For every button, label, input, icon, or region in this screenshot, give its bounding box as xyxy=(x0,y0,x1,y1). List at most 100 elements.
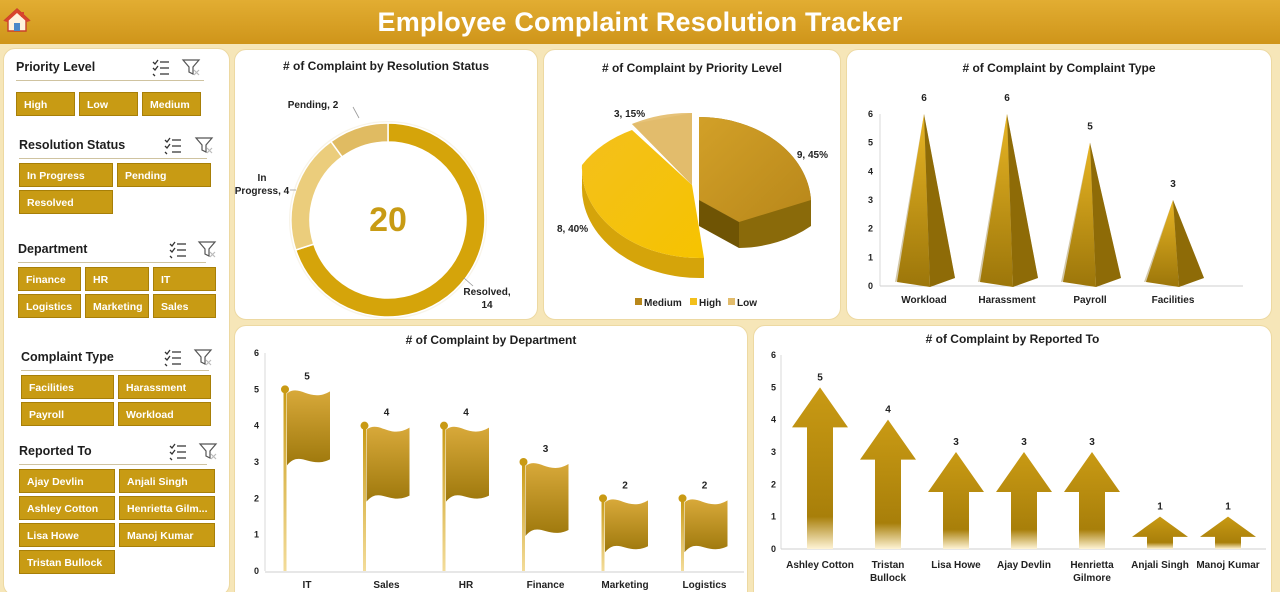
slicer-item-it[interactable]: IT xyxy=(153,267,216,291)
y-tick-label: 6 xyxy=(254,348,259,358)
priority-level-panel: # of Complaint by Priority Level 9, 45% … xyxy=(543,49,841,320)
multi-select-icon[interactable] xyxy=(169,240,187,259)
data-label-in-progress-line2: Progress, 4 xyxy=(235,186,290,197)
data-label: 1 xyxy=(1157,502,1163,513)
flag-finance xyxy=(519,458,569,571)
slicer-item-ashley-cotton[interactable]: Ashley Cotton xyxy=(19,496,115,520)
legend: Medium High Low xyxy=(635,298,757,309)
clear-filter-icon[interactable] xyxy=(194,136,214,154)
data-label: 4 xyxy=(463,408,469,419)
slicer-item-resolved[interactable]: Resolved xyxy=(19,190,113,214)
multi-select-icon[interactable] xyxy=(164,136,182,155)
resolution-status-panel: # of Complaint by Resolution Status 20 P… xyxy=(234,49,538,320)
x-tick-label: Gilmore xyxy=(1073,573,1111,584)
chart-title: # of Complaint by Reported To xyxy=(925,332,1100,346)
y-tick-label: 4 xyxy=(771,415,776,425)
y-tick-label: 0 xyxy=(254,566,259,576)
data-label: 3 xyxy=(1089,437,1095,448)
x-tick-label: Lisa Howe xyxy=(931,560,981,571)
flag-logistics xyxy=(678,494,728,571)
legend-low: Low xyxy=(737,298,757,309)
clear-filter-icon[interactable] xyxy=(181,58,201,76)
slicer-title: Complaint Type xyxy=(21,350,114,364)
slicer-item-lisa-howe[interactable]: Lisa Howe xyxy=(19,523,115,547)
slicer-item-hr[interactable]: HR xyxy=(85,267,149,291)
slicer-item-harassment[interactable]: Harassment xyxy=(118,375,211,399)
y-tick-label: 6 xyxy=(868,109,873,119)
page-title: Employee Complaint Resolution Tracker xyxy=(377,6,903,37)
x-tick-label: Tristan xyxy=(872,560,905,571)
multi-select-icon[interactable] xyxy=(152,58,170,77)
arrow-ashley-cotton xyxy=(792,387,848,549)
department-panel: # of Complaint by Department 0 1 2 3 4 5 6 5 IT 4… xyxy=(234,325,748,592)
slicer-header: Resolution Status xyxy=(19,135,214,159)
department-flag-chart: 0 1 2 3 4 5 6 5 IT 4 Sales 4 HR 3 Finance 2 Marketing 2 Lo… xyxy=(254,348,744,591)
pyramid-payroll xyxy=(1061,142,1121,287)
x-tick-label: Harassment xyxy=(978,295,1036,306)
legend-high: High xyxy=(699,298,721,309)
chart-title: # of Complaint by Department xyxy=(405,333,577,347)
slicer-item-sales[interactable]: Sales xyxy=(153,294,216,318)
multi-select-icon[interactable] xyxy=(169,442,187,461)
slicer-header: Reported To xyxy=(19,441,218,465)
y-tick-label: 5 xyxy=(771,382,776,392)
y-tick-label: 5 xyxy=(254,384,259,394)
flag-sales xyxy=(360,421,410,571)
slicer-item-facilities[interactable]: Facilities xyxy=(21,375,114,399)
x-tick-label: Marketing xyxy=(601,580,648,591)
clear-filter-icon[interactable] xyxy=(193,348,213,366)
flag-it xyxy=(281,385,330,571)
slicer-item-pending[interactable]: Pending xyxy=(117,163,211,187)
data-label: 1 xyxy=(1225,502,1231,513)
slicer-item-logistics[interactable]: Logistics xyxy=(18,294,81,318)
x-tick-label: Ajay Devlin xyxy=(997,560,1051,571)
slicer-item-marketing[interactable]: Marketing xyxy=(85,294,149,318)
data-label-resolved-line2: 14 xyxy=(481,300,493,311)
data-label: 2 xyxy=(702,480,708,491)
data-label: 5 xyxy=(1087,122,1093,133)
legend-medium: Medium xyxy=(644,298,682,309)
arrow-manoj-kumar xyxy=(1200,516,1256,549)
slicer-item-in-progress[interactable]: In Progress xyxy=(19,163,113,187)
data-label-high: 8, 40% xyxy=(557,224,588,235)
y-tick-label: 4 xyxy=(868,166,873,176)
arrow-lisa-howe xyxy=(928,452,984,549)
slicer-item-low[interactable]: Low xyxy=(79,92,138,116)
clear-filter-icon[interactable] xyxy=(198,442,218,460)
data-label: 3 xyxy=(953,437,959,448)
data-label: 4 xyxy=(384,408,390,419)
y-tick-label: 0 xyxy=(771,544,776,554)
filter-sidebar: Priority Level High Low Medium Resolutio… xyxy=(3,48,230,592)
clear-filter-icon[interactable] xyxy=(197,240,217,258)
slicer-item-henrietta-gilmore[interactable]: Henrietta Gilm... xyxy=(119,496,215,520)
slicer-item-high[interactable]: High xyxy=(16,92,75,116)
data-label: 5 xyxy=(817,372,823,383)
data-label: 3 xyxy=(1170,179,1176,190)
slicer-item-manoj-kumar[interactable]: Manoj Kumar xyxy=(119,523,215,547)
slicer-item-ajay-devlin[interactable]: Ajay Devlin xyxy=(19,469,115,493)
slicer-item-anjali-singh[interactable]: Anjali Singh xyxy=(119,469,215,493)
y-tick-label: 4 xyxy=(254,421,259,431)
slicer-item-tristan-bullock[interactable]: Tristan Bullock xyxy=(19,550,115,574)
y-tick-label: 2 xyxy=(868,224,873,234)
x-tick-label: Facilities xyxy=(1152,295,1195,306)
y-tick-label: 3 xyxy=(771,447,776,457)
multi-select-icon[interactable] xyxy=(164,348,182,367)
data-label: 2 xyxy=(622,480,628,491)
slicer-item-finance[interactable]: Finance xyxy=(18,267,81,291)
slicer-item-workload[interactable]: Workload xyxy=(118,402,211,426)
slicer-item-payroll[interactable]: Payroll xyxy=(21,402,114,426)
data-label: 4 xyxy=(885,405,891,416)
resolution-status-doughnut-chart: 20 Pending, 2 In Progress, 4 Resolved, 1… xyxy=(235,100,511,319)
title-bar: Employee Complaint Resolution Tracker xyxy=(0,0,1280,44)
data-label: 6 xyxy=(1004,93,1010,104)
x-tick-label: Henrietta xyxy=(1070,560,1114,571)
home-icon[interactable] xyxy=(3,8,31,32)
data-label: 6 xyxy=(921,93,927,104)
slicer-item-medium[interactable]: Medium xyxy=(142,92,201,116)
reported-to-arrow-chart: 0 1 2 3 4 5 6 5 Ashley Cotton 4 Tristan Bullock 3 Lis… xyxy=(771,350,1266,584)
y-tick-label: 1 xyxy=(254,530,259,540)
x-tick-label: HR xyxy=(459,580,474,591)
data-label-pending: Pending, 2 xyxy=(288,100,339,111)
pie-slice-high xyxy=(581,130,704,279)
